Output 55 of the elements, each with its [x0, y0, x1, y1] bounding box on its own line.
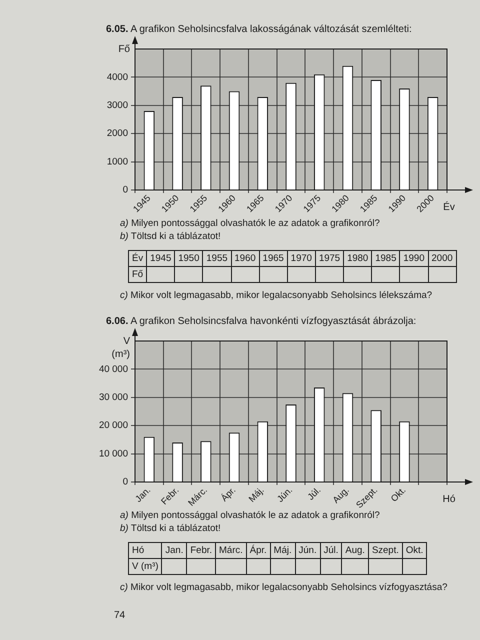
category-label: 1990	[403, 253, 424, 264]
category-label: 1975	[318, 253, 340, 264]
category-label: Máj.	[274, 545, 292, 556]
category-label: Aug.	[345, 545, 365, 556]
category-label: Márc.	[219, 545, 243, 556]
y-tick-label: 2000	[106, 128, 128, 140]
text: Hó	[132, 545, 144, 556]
category-label: 1945	[150, 253, 172, 264]
category-label: 1980	[347, 253, 368, 264]
category-label: Ápr.	[250, 545, 267, 556]
chart-title: 6.06. A grafikon Seholsincsfalva havonkénti vízfogyasztását ábrázolja:	[106, 316, 416, 327]
text: c) Mikor volt legmagasabb, mikor legalacsonyabb Seholsincs lélekszáma?	[120, 290, 432, 301]
category-label: 1950	[178, 253, 200, 264]
category-label: 1960	[234, 253, 256, 264]
x-tick-label: Okt.	[388, 484, 408, 504]
y-axis-title: Fő	[118, 44, 130, 55]
x-axis-title: Év	[443, 200, 455, 213]
category-label: Okt.	[406, 545, 424, 556]
y-tick-label: 20 000	[98, 420, 128, 432]
category-label: 1970	[290, 253, 312, 264]
category-label: Szept.	[372, 545, 399, 556]
text: b) Töltsd ki a táblázatot!	[120, 523, 221, 534]
x-tick-label: Júl.	[306, 484, 323, 502]
x-tick-label: Jún.	[275, 484, 294, 504]
category-label: 1955	[206, 253, 228, 264]
text: Év	[132, 253, 144, 264]
category-label: Júl.	[324, 545, 338, 556]
text: Fő	[132, 269, 144, 280]
y-axis-title: V (m³)	[112, 336, 130, 360]
text: V (m³)	[132, 561, 158, 572]
x-tick-label: Máj.	[246, 484, 266, 504]
text: c) Mikor volt legmagasabb, mikor legalacsonyabb Seholsincs vízfogyasztása?	[120, 582, 448, 593]
category-label: 2000	[432, 253, 453, 264]
text: 74	[114, 610, 126, 621]
y-tick-label: 0	[122, 476, 128, 488]
y-tick-label: 10 000	[98, 448, 128, 460]
y-tick-label: 1000	[106, 156, 128, 168]
x-tick-label: Jan.	[133, 484, 152, 504]
y-tick-label: 3000	[106, 100, 128, 112]
category-label: Jan.	[165, 545, 184, 556]
text: a) Milyen pontossággal olvashatók le az adatok a grafikonról?	[120, 218, 380, 229]
x-axis-title: Hó	[442, 494, 456, 505]
text: a) Milyen pontossággal olvashatók le az adatok a grafikonról?	[120, 510, 380, 521]
chart-title: 6.05. A grafikon Seholsincsfalva lakosságának változását szemlélteti:	[106, 24, 412, 35]
category-label: 1985	[375, 253, 396, 264]
text: b) Töltsd ki a táblázatot!	[120, 231, 221, 242]
y-tick-label: 4000	[106, 72, 128, 83]
x-tick-label: Ápr.	[219, 484, 238, 504]
y-tick-label: 30 000	[98, 392, 128, 404]
y-tick-label: 0	[122, 184, 128, 196]
category-label: Febr.	[190, 545, 212, 556]
category-label: Jún.	[298, 545, 317, 556]
x-tick-label: Aug.	[330, 484, 351, 506]
category-label: 1965	[262, 253, 284, 264]
y-tick-label: 40 000	[98, 364, 128, 375]
